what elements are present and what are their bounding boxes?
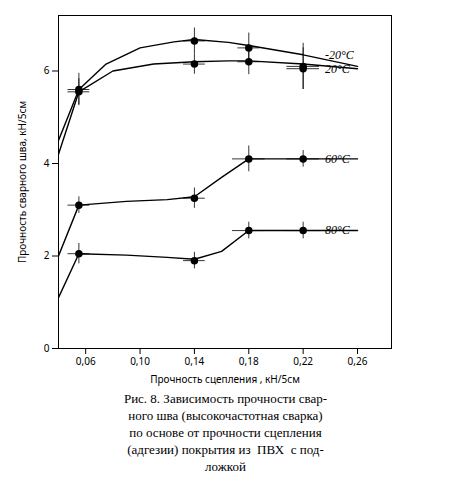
svg-text:0,22: 0,22 bbox=[293, 354, 313, 368]
svg-text:Прочность сварного шва, кН/5см: Прочность сварного шва, кН/5см bbox=[15, 101, 29, 263]
html-text:ложкой: ложкой bbox=[205, 459, 246, 474]
svg-text:60°C: 60°C bbox=[325, 152, 351, 166]
svg-text:2: 2 bbox=[44, 248, 50, 262]
svg-text:4: 4 bbox=[44, 156, 50, 170]
html-text:(адгезии) покрытия из ПВХ с по: (адгезии) покрытия из ПВХ с под- bbox=[127, 442, 324, 457]
svg-text:20°C: 20°C bbox=[325, 62, 351, 76]
svg-text:6: 6 bbox=[44, 63, 50, 77]
svg-text:0,26: 0,26 bbox=[348, 354, 368, 368]
html-text:ного шва (высокочастотная свар: ного шва (высокочастотная сварка) bbox=[128, 408, 323, 423]
svg-text:0,06: 0,06 bbox=[76, 354, 96, 368]
html-text:по основе от прочности сцеплен: по основе от прочности сцепления bbox=[129, 425, 322, 440]
svg-text:80°C: 80°C bbox=[325, 223, 351, 237]
svg-text:Прочность сцепления , кН/5см: Прочность сцепления , кН/5см bbox=[150, 372, 300, 386]
svg-text:-20°C: -20°C bbox=[325, 48, 355, 62]
svg-text:0: 0 bbox=[44, 341, 50, 355]
svg-text:0,18: 0,18 bbox=[239, 354, 259, 368]
svg-text:0,10: 0,10 bbox=[130, 354, 150, 368]
html-text:Рис. 8. Зависимость прочности: Рис. 8. Зависимость прочности свар- bbox=[123, 391, 328, 406]
svg-text:0,14: 0,14 bbox=[184, 354, 204, 368]
